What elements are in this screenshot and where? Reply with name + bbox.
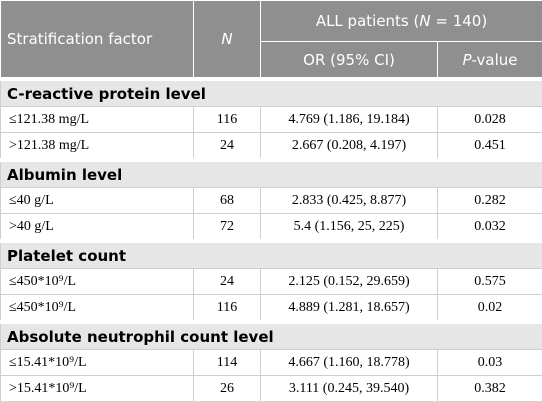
header-text: = 140) bbox=[430, 12, 488, 30]
row-label: >40 g/L bbox=[0, 213, 194, 242]
n-cell: 68 bbox=[193, 187, 261, 214]
group-title: Albumin level bbox=[0, 158, 542, 188]
n-cell: 114 bbox=[193, 349, 261, 376]
n-cell: 72 bbox=[193, 213, 261, 242]
data-row: >40 g/L 72 5.4 (1.156, 25, 225) 0.032 bbox=[0, 213, 542, 242]
data-row: ≤15.41*10⁹/L 114 4.667 (1.160, 18.778) 0.03 bbox=[0, 349, 542, 376]
or-cell: 2.125 (0.152, 29.659) bbox=[260, 268, 438, 295]
header-cell: Stratification factor bbox=[0, 0, 194, 80]
header-text: -value bbox=[471, 50, 518, 69]
or-cell: 4.667 (1.160, 18.778) bbox=[260, 349, 438, 376]
header-text: P bbox=[462, 50, 472, 69]
data-row: ≤40 g/L 68 2.833 (0.425, 8.877) 0.282 bbox=[0, 187, 542, 214]
n-cell: 116 bbox=[193, 106, 261, 133]
header-text: ALL patients ( bbox=[315, 12, 420, 30]
row-label: ≤121.38 mg/L bbox=[0, 106, 194, 133]
data-row: ≤450*10⁹/L 24 2.125 (0.152, 29.659) 0.575 bbox=[0, 268, 542, 295]
p-cell: 0.382 bbox=[436, 375, 542, 401]
or-cell: 4.889 (1.281, 18.657) bbox=[260, 294, 438, 323]
header-cell: ALL patients (N = 140) bbox=[259, 0, 542, 42]
row-label: ≤40 g/L bbox=[0, 187, 194, 214]
header-cell: N bbox=[193, 0, 261, 80]
row-label: ≤450*10⁹/L bbox=[0, 268, 194, 295]
p-cell: 0.02 bbox=[436, 294, 542, 323]
n-cell: 116 bbox=[193, 294, 261, 323]
p-cell: 0.451 bbox=[436, 132, 542, 161]
header-row: Stratification factor N ALL patients (N … bbox=[0, 0, 542, 80]
p-cell: 0.575 bbox=[436, 268, 542, 295]
table-body: C-reactive protein level ≤121.38 mg/L 116 4… bbox=[0, 77, 542, 401]
p-cell: 0.028 bbox=[436, 106, 542, 133]
group-title: C-reactive protein level bbox=[0, 77, 542, 107]
or-cell: 2.833 (0.425, 8.877) bbox=[260, 187, 438, 214]
n-cell: 24 bbox=[193, 132, 261, 161]
group-row: Platelet count bbox=[0, 239, 542, 269]
data-row: >15.41*10⁹/L 26 3.111 (0.245, 39.540) 0.382 bbox=[0, 375, 542, 401]
header-text: N bbox=[419, 12, 431, 30]
header-cell: P-value bbox=[436, 41, 542, 80]
header-cell: OR (95% CI) bbox=[260, 41, 438, 80]
group-row: Absolute neutrophil count level bbox=[0, 320, 542, 350]
row-label: ≤15.41*10⁹/L bbox=[0, 349, 194, 376]
p-cell: 0.03 bbox=[436, 349, 542, 376]
or-cell: 3.111 (0.245, 39.540) bbox=[260, 375, 438, 401]
data-row: ≤450*10⁹/L 116 4.889 (1.281, 18.657) 0.02 bbox=[0, 294, 542, 323]
data-row: ≤121.38 mg/L 116 4.769 (1.186, 19.184) 0.02… bbox=[0, 106, 542, 133]
p-cell: 0.282 bbox=[436, 187, 542, 214]
or-cell: 2.667 (0.208, 4.197) bbox=[260, 132, 438, 161]
table-header: Stratification factor N ALL patients (N … bbox=[0, 0, 542, 80]
n-cell: 26 bbox=[193, 375, 261, 401]
data-row: >121.38 mg/L 24 2.667 (0.208, 4.197) 0.451 bbox=[0, 132, 542, 161]
group-row: Albumin level bbox=[0, 158, 542, 188]
row-label: >15.41*10⁹/L bbox=[0, 375, 194, 401]
n-cell: 24 bbox=[193, 268, 261, 295]
or-cell: 5.4 (1.156, 25, 225) bbox=[260, 213, 438, 242]
group-title: Absolute neutrophil count level bbox=[0, 320, 542, 350]
group-row: C-reactive protein level bbox=[0, 77, 542, 107]
or-cell: 4.769 (1.186, 19.184) bbox=[260, 106, 438, 133]
row-label: ≤450*10⁹/L bbox=[0, 294, 194, 323]
row-label: >121.38 mg/L bbox=[0, 132, 194, 161]
group-title: Platelet count bbox=[0, 239, 542, 269]
p-cell: 0.032 bbox=[436, 213, 542, 242]
